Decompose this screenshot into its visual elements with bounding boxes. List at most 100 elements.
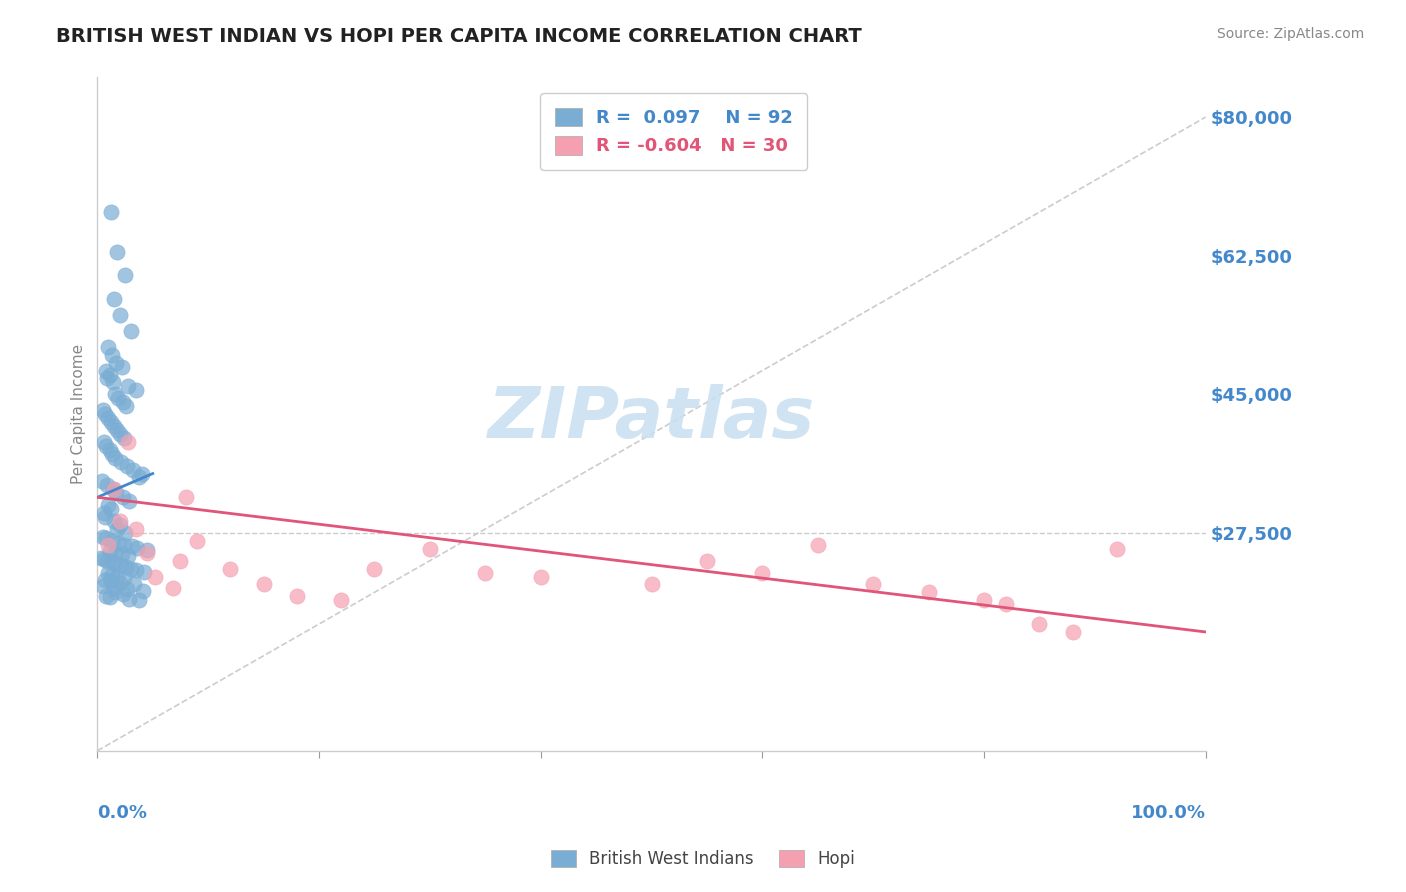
Point bbox=[105, 244, 128, 259]
Point bbox=[114, 268, 136, 283]
Point bbox=[96, 478, 118, 492]
Point bbox=[114, 525, 136, 540]
Point bbox=[93, 434, 115, 449]
Point bbox=[90, 550, 112, 565]
Point bbox=[131, 467, 153, 481]
Point bbox=[117, 549, 139, 563]
Point bbox=[807, 538, 830, 552]
Point bbox=[101, 376, 124, 390]
Point bbox=[111, 587, 134, 601]
Point bbox=[105, 356, 128, 370]
Point bbox=[132, 565, 155, 579]
Point bbox=[108, 426, 131, 441]
Point bbox=[1062, 624, 1084, 639]
Point bbox=[169, 554, 191, 568]
Point bbox=[100, 415, 122, 429]
Point bbox=[120, 324, 142, 338]
Point bbox=[121, 462, 143, 476]
Point bbox=[98, 544, 121, 558]
Point bbox=[105, 423, 128, 437]
Legend: British West Indians, Hopi: British West Indians, Hopi bbox=[544, 843, 862, 875]
Point bbox=[103, 292, 125, 306]
Point bbox=[98, 368, 121, 382]
Point bbox=[530, 569, 553, 583]
Point bbox=[98, 590, 121, 604]
Point bbox=[100, 568, 122, 582]
Point bbox=[110, 455, 132, 469]
Point bbox=[117, 434, 139, 449]
Point bbox=[474, 566, 496, 580]
Text: ZIPatlas: ZIPatlas bbox=[488, 384, 815, 452]
Point bbox=[285, 590, 308, 604]
Point bbox=[112, 571, 135, 585]
Point bbox=[122, 577, 145, 591]
Point bbox=[1028, 617, 1050, 632]
Point bbox=[111, 395, 134, 409]
Point bbox=[118, 591, 141, 606]
Point bbox=[112, 538, 135, 552]
Point bbox=[101, 555, 124, 569]
Point bbox=[105, 486, 128, 500]
Point bbox=[330, 593, 353, 607]
Point bbox=[128, 593, 150, 607]
Point bbox=[104, 585, 127, 599]
Point bbox=[132, 583, 155, 598]
Point bbox=[98, 442, 121, 457]
Point bbox=[93, 506, 115, 520]
Point bbox=[96, 439, 118, 453]
Point bbox=[104, 450, 127, 465]
Point bbox=[96, 363, 118, 377]
Point bbox=[107, 391, 129, 405]
Point bbox=[97, 340, 120, 354]
Text: BRITISH WEST INDIAN VS HOPI PER CAPITA INCOME CORRELATION CHART: BRITISH WEST INDIAN VS HOPI PER CAPITA I… bbox=[56, 27, 862, 45]
Point bbox=[100, 533, 122, 548]
Point bbox=[120, 561, 142, 575]
Point bbox=[93, 552, 115, 566]
Point bbox=[91, 530, 114, 544]
Point bbox=[108, 514, 131, 528]
Point bbox=[117, 582, 139, 597]
Point bbox=[111, 547, 134, 561]
Point bbox=[640, 577, 662, 591]
Point bbox=[862, 577, 884, 591]
Point bbox=[100, 502, 122, 516]
Point bbox=[96, 589, 118, 603]
Point bbox=[97, 538, 120, 552]
Legend: R =  0.097    N = 92, R = -0.604   N = 30: R = 0.097 N = 92, R = -0.604 N = 30 bbox=[540, 93, 807, 169]
Point bbox=[97, 498, 120, 512]
Point bbox=[186, 533, 208, 548]
Point bbox=[117, 458, 139, 473]
Point bbox=[91, 403, 114, 417]
Point bbox=[112, 431, 135, 445]
Point bbox=[100, 348, 122, 362]
Point bbox=[94, 510, 117, 524]
Point bbox=[103, 483, 125, 497]
Point bbox=[128, 470, 150, 484]
Point bbox=[96, 554, 118, 568]
Point bbox=[115, 399, 138, 413]
Point bbox=[105, 522, 128, 536]
Point bbox=[91, 579, 114, 593]
Point bbox=[100, 447, 122, 461]
Point bbox=[125, 563, 148, 577]
Point bbox=[96, 371, 118, 385]
Point bbox=[103, 581, 125, 595]
Point bbox=[105, 557, 128, 571]
Point bbox=[363, 561, 385, 575]
Point bbox=[419, 541, 441, 556]
Point bbox=[107, 536, 129, 550]
Point bbox=[995, 597, 1018, 611]
Point bbox=[252, 577, 274, 591]
Point bbox=[97, 411, 120, 425]
Point bbox=[111, 491, 134, 505]
Point bbox=[973, 593, 995, 607]
Point bbox=[105, 569, 128, 583]
Point bbox=[108, 308, 131, 322]
Point bbox=[103, 514, 125, 528]
Point bbox=[101, 483, 124, 497]
Point bbox=[118, 494, 141, 508]
Point bbox=[94, 407, 117, 421]
Point bbox=[115, 560, 138, 574]
Text: Source: ZipAtlas.com: Source: ZipAtlas.com bbox=[1216, 27, 1364, 41]
Point bbox=[125, 384, 148, 398]
